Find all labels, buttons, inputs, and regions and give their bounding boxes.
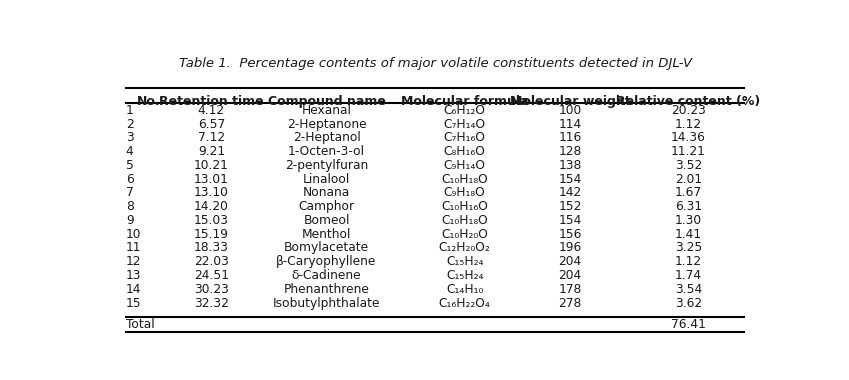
Text: 116: 116 [559,131,582,144]
Text: C₇H₁₄O: C₇H₁₄O [444,118,486,131]
Text: 30.23: 30.23 [194,283,229,296]
Text: 20.23: 20.23 [671,104,706,117]
Text: C₉H₁₄O: C₉H₁₄O [444,159,486,172]
Text: Table 1.  Percentage contents of major volatile constituents detected in DJL-V: Table 1. Percentage contents of major vo… [178,57,692,70]
Text: 1.12: 1.12 [675,118,702,131]
Text: C₁₀H₁₈O: C₁₀H₁₈O [441,214,488,227]
Text: 3.62: 3.62 [675,296,702,309]
Text: 1.41: 1.41 [675,228,702,241]
Text: 154: 154 [559,214,582,227]
Text: Retention time: Retention time [159,95,264,108]
Text: 4.12: 4.12 [198,104,225,117]
Text: 2-pentylfuran: 2-pentylfuran [285,159,368,172]
Text: 13.10: 13.10 [194,187,229,200]
Text: 3.25: 3.25 [675,242,702,255]
Text: C₁₄H₁₀: C₁₄H₁₀ [446,283,483,296]
Text: C₁₀H₂₀O: C₁₀H₂₀O [441,228,488,241]
Text: 24.51: 24.51 [194,269,229,282]
Text: 18.33: 18.33 [194,242,229,255]
Text: 14: 14 [126,283,142,296]
Text: 100: 100 [559,104,582,117]
Text: C₁₆H₂₂O₄: C₁₆H₂₂O₄ [439,296,491,309]
Text: 13: 13 [126,269,142,282]
Text: 9: 9 [126,214,133,227]
Text: Nonana: Nonana [303,187,350,200]
Text: Molecular weight: Molecular weight [509,95,630,108]
Text: 152: 152 [559,200,582,213]
Text: No.: No. [137,95,160,108]
Text: 156: 156 [559,228,582,241]
Text: 278: 278 [559,296,582,309]
Text: Camphor: Camphor [299,200,355,213]
Text: 6.57: 6.57 [198,118,225,131]
Text: 178: 178 [559,283,582,296]
Text: 10.21: 10.21 [194,159,229,172]
Text: 142: 142 [559,187,582,200]
Text: 1.74: 1.74 [675,269,702,282]
Text: 7.12: 7.12 [198,131,225,144]
Text: Molecular formula: Molecular formula [401,95,528,108]
Text: C₁₀H₁₆O: C₁₀H₁₆O [441,200,488,213]
Text: 3.54: 3.54 [675,283,702,296]
Text: 114: 114 [559,118,582,131]
Text: 204: 204 [559,255,582,268]
Text: 1: 1 [126,104,133,117]
Text: C₈H₁₆O: C₈H₁₆O [444,145,486,158]
Text: 2.01: 2.01 [675,173,702,186]
Text: 3.52: 3.52 [675,159,702,172]
Text: 1.30: 1.30 [675,214,702,227]
Text: δ-Cadinene: δ-Cadinene [292,269,362,282]
Text: 11: 11 [126,242,142,255]
Text: 196: 196 [559,242,582,255]
Text: C₁₀H₁₈O: C₁₀H₁₈O [441,173,488,186]
Text: Total: Total [126,318,155,331]
Text: Bomylacetate: Bomylacetate [284,242,369,255]
Text: 154: 154 [559,173,582,186]
Text: 10: 10 [126,228,142,241]
Text: 32.32: 32.32 [194,296,229,309]
Text: 14.20: 14.20 [194,200,229,213]
Text: 76.41: 76.41 [671,318,706,331]
Text: 1.67: 1.67 [675,187,702,200]
Text: 6.31: 6.31 [675,200,702,213]
Text: Menthol: Menthol [302,228,351,241]
Text: Relative content (%): Relative content (%) [616,95,761,108]
Text: 15.19: 15.19 [194,228,229,241]
Text: C₁₅H₂₄: C₁₅H₂₄ [446,255,483,268]
Text: 2-Heptanone: 2-Heptanone [287,118,367,131]
Text: C₁₂H₂₀O₂: C₁₂H₂₀O₂ [439,242,491,255]
Text: 3: 3 [126,131,133,144]
Text: 8: 8 [126,200,134,213]
Text: 204: 204 [559,269,582,282]
Text: 9.21: 9.21 [198,145,225,158]
Text: C₇H₁₆O: C₇H₁₆O [444,131,486,144]
Text: 138: 138 [559,159,582,172]
Text: Linalool: Linalool [303,173,350,186]
Text: 4: 4 [126,145,133,158]
Text: 5: 5 [126,159,134,172]
Text: 13.01: 13.01 [194,173,229,186]
Text: 1.12: 1.12 [675,255,702,268]
Text: 12: 12 [126,255,142,268]
Text: C₁₅H₂₄: C₁₅H₂₄ [446,269,483,282]
Text: Bomeol: Bomeol [303,214,350,227]
Text: 11.21: 11.21 [671,145,706,158]
Text: 14.36: 14.36 [671,131,706,144]
Text: 6: 6 [126,173,133,186]
Text: 22.03: 22.03 [194,255,229,268]
Text: Hexanal: Hexanal [301,104,351,117]
Text: β-Caryophyllene: β-Caryophyllene [277,255,377,268]
Text: 1-Octen-3-ol: 1-Octen-3-ol [288,145,365,158]
Text: C₉H₁₈O: C₉H₁₈O [444,187,486,200]
Text: Phenanthrene: Phenanthrene [284,283,369,296]
Text: Isobutylphthalate: Isobutylphthalate [273,296,380,309]
Text: 15.03: 15.03 [194,214,229,227]
Text: 2: 2 [126,118,133,131]
Text: 2-Heptanol: 2-Heptanol [293,131,361,144]
Text: 7: 7 [126,187,133,200]
Text: 128: 128 [559,145,582,158]
Text: C₆H₁₂O: C₆H₁₂O [444,104,486,117]
Text: Compound name: Compound name [267,95,385,108]
Text: 15: 15 [126,296,142,309]
